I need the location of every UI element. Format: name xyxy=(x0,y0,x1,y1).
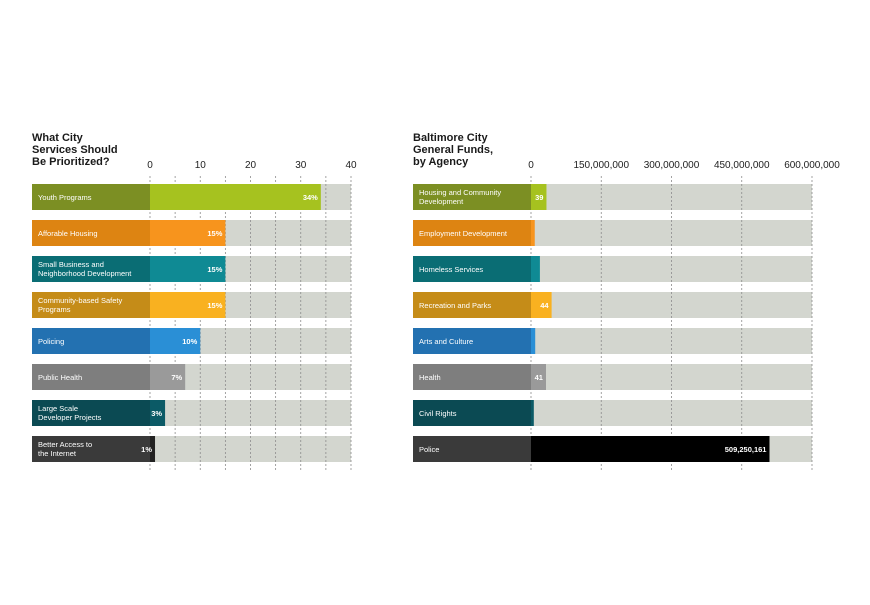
priorities-value-bar xyxy=(150,292,226,318)
priorities-category-label-block xyxy=(32,256,150,282)
funds-x-tick-label: 450,000,000 xyxy=(714,160,770,171)
priorities-category-label: Policing xyxy=(38,337,64,346)
priorities-category-label: the Internet xyxy=(38,449,77,458)
priorities-value-label: 1% xyxy=(141,445,152,454)
funds-value-label: 44 xyxy=(540,301,549,310)
funds-value-bar xyxy=(531,400,534,426)
priorities-title-line: Be Prioritized? xyxy=(32,156,110,168)
funds-category-label: Housing and Community xyxy=(419,188,501,197)
priorities-x-tick-label: 30 xyxy=(295,160,307,171)
priorities-category-label-block xyxy=(32,328,150,354)
funds-x-tick-label: 600,000,000 xyxy=(784,160,840,171)
priorities-x-tick-label: 10 xyxy=(195,160,207,171)
funds-category-label-block xyxy=(413,292,531,318)
funds-category-label-block xyxy=(413,364,531,390)
priorities-category-label: Developer Projects xyxy=(38,413,102,422)
priorities-category-label: Large Scale xyxy=(38,404,78,413)
funds-title-line: by Agency xyxy=(413,156,469,168)
priorities-category-label: Afforable Housing xyxy=(38,229,97,238)
priorities-value-label: 34% xyxy=(303,193,318,202)
priorities-value-label: 15% xyxy=(207,265,222,274)
funds-value-label: 39 xyxy=(535,193,543,202)
priorities-category-label-block xyxy=(32,436,150,462)
priorities-category-label: Neighborhood Development xyxy=(38,269,132,278)
priorities-value-label: 15% xyxy=(207,301,222,310)
priorities-x-tick-label: 40 xyxy=(345,160,357,171)
funds-category-label: Employment Development xyxy=(419,229,508,238)
funds-value-label: 41 xyxy=(535,373,543,382)
funds-x-tick-label: 0 xyxy=(528,160,534,171)
priorities-x-tick-label: 0 xyxy=(147,160,153,171)
priorities-category-label-block xyxy=(32,220,150,246)
funds-value-bar xyxy=(531,364,546,390)
funds-category-label: Health xyxy=(419,373,441,382)
priorities-value-bar xyxy=(150,400,166,426)
priorities-value-bar xyxy=(150,436,156,462)
funds-value-bar xyxy=(531,292,552,318)
funds-category-label: Homeless Services xyxy=(419,265,483,274)
priorities-value-label: 7% xyxy=(171,373,182,382)
funds-value-bar xyxy=(531,184,547,210)
funds-category-label: Recreation and Parks xyxy=(419,301,491,310)
priorities-category-label-block xyxy=(32,292,150,318)
funds-category-label: Arts and Culture xyxy=(419,337,473,346)
priorities-category-label: Public Health xyxy=(38,373,82,382)
funds-category-label-block xyxy=(413,256,531,282)
priorities-value-bar xyxy=(150,364,186,390)
funds-category-label: Civil Rights xyxy=(419,409,457,418)
priorities-value-bar xyxy=(150,328,201,354)
funds-value-label: 509,250,161 xyxy=(725,445,767,454)
funds-x-tick-label: 150,000,000 xyxy=(573,160,629,171)
priorities-category-label: Small Business and xyxy=(38,260,104,269)
priorities-category-label-block xyxy=(32,364,150,390)
funds-category-label: Development xyxy=(419,197,464,206)
priorities-title-line: Services Should xyxy=(32,144,118,156)
priorities-category-label: Community-based Safety xyxy=(38,296,122,305)
funds-value-bar xyxy=(531,256,540,282)
priorities-value-bar xyxy=(150,220,226,246)
funds-x-tick-label: 300,000,000 xyxy=(644,160,700,171)
priorities-category-label: Programs xyxy=(38,305,71,314)
priorities-title-line: What City xyxy=(32,132,84,144)
priorities-category-label-block xyxy=(32,400,150,426)
priorities-x-tick-label: 20 xyxy=(245,160,257,171)
funds-category-label-block xyxy=(413,436,531,462)
priorities-value-label: 3% xyxy=(151,409,162,418)
funds-value-bar xyxy=(531,328,536,354)
priorities-category-label-block xyxy=(32,184,150,210)
funds-title-line: General Funds, xyxy=(413,144,493,156)
priorities-category-label: Better Access to xyxy=(38,440,92,449)
priorities-value-bar xyxy=(150,256,226,282)
funds-value-bar xyxy=(531,220,535,246)
funds-category-label-block xyxy=(413,328,531,354)
funds-category-label-block xyxy=(413,184,531,210)
priorities-value-bar xyxy=(150,184,321,210)
priorities-category-label: Youth Programs xyxy=(38,193,92,202)
priorities-value-label: 10% xyxy=(182,337,197,346)
funds-category-label-block xyxy=(413,400,531,426)
funds-category-label: Police xyxy=(419,445,439,454)
funds-value-bar xyxy=(531,436,770,462)
priorities-value-label: 15% xyxy=(207,229,222,238)
funds-title-line: Baltimore City xyxy=(413,132,488,144)
funds-category-label-block xyxy=(413,220,531,246)
